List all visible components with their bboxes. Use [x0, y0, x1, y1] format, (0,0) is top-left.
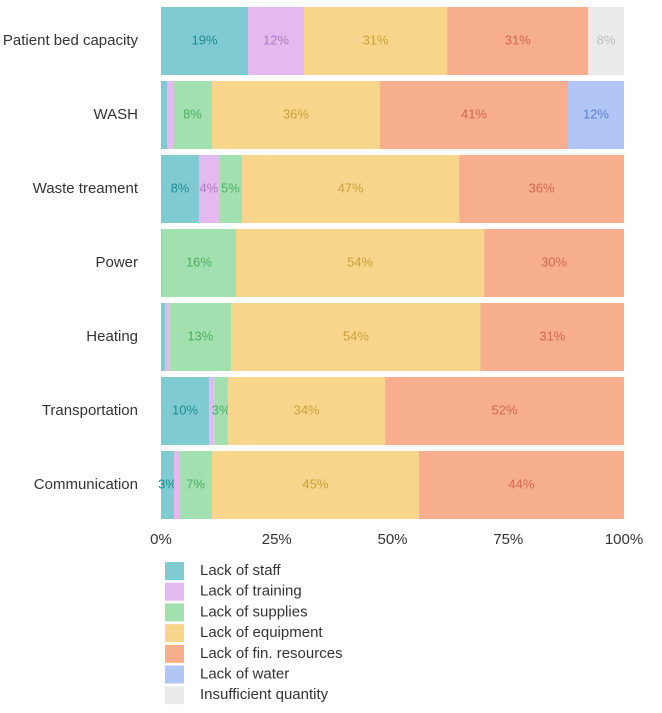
- legend-label: Lack of staff: [200, 562, 281, 579]
- value-label: 8%: [183, 106, 202, 121]
- value-label: 47%: [338, 180, 364, 195]
- bar-segment: [161, 229, 237, 297]
- value-label: 54%: [343, 328, 369, 343]
- bar-segment: [484, 229, 624, 297]
- value-label: 3%: [158, 476, 177, 491]
- bar-segment: [161, 451, 174, 519]
- bar-segment: [418, 451, 624, 519]
- bar-segment: [480, 303, 624, 371]
- value-label: 3%: [212, 402, 231, 417]
- category-label: Communication: [34, 476, 138, 493]
- value-label: 52%: [492, 402, 518, 417]
- category-label: Power: [95, 254, 138, 271]
- legend-label: Lack of supplies: [200, 603, 308, 620]
- value-label: 36%: [529, 180, 555, 195]
- legend-label: Insufficient quantity: [200, 686, 329, 703]
- value-label: 54%: [347, 254, 373, 269]
- value-label: 10%: [172, 402, 198, 417]
- bar-segment: [214, 377, 229, 445]
- bar-segment: [211, 451, 419, 519]
- bar-segment: [211, 81, 380, 149]
- category-label: Heating: [86, 328, 138, 345]
- value-label: 5%: [221, 180, 240, 195]
- value-label: 44%: [508, 476, 534, 491]
- legend-swatch: [165, 603, 184, 622]
- x-tick-label: 50%: [377, 531, 407, 548]
- bar-segment: [588, 7, 624, 75]
- bar-segment: [161, 7, 249, 75]
- bar-segment: [198, 155, 219, 223]
- bar-segment: [173, 81, 212, 149]
- legend-label: Lack of water: [200, 665, 289, 682]
- legend-swatch: [165, 582, 184, 601]
- bar-segment: [242, 155, 460, 223]
- bar-segment: [231, 303, 481, 371]
- bar-segment: [165, 303, 170, 371]
- value-label: 13%: [187, 328, 213, 343]
- category-label: Transportation: [42, 402, 138, 419]
- bar-segment: [459, 155, 624, 223]
- bar-segment: [161, 377, 210, 445]
- category-label: Waste treament: [33, 180, 139, 197]
- x-tick-label: 25%: [262, 531, 292, 548]
- bar-segment: [379, 81, 568, 149]
- bar-segment: [447, 7, 589, 75]
- value-label: 31%: [539, 328, 565, 343]
- bar-segment: [173, 451, 180, 519]
- value-label: 41%: [461, 106, 487, 121]
- value-label: 8%: [171, 180, 190, 195]
- value-label: 12%: [583, 106, 609, 121]
- legend-label: Lack of equipment: [200, 624, 323, 641]
- legend-swatch: [165, 665, 184, 684]
- value-label: 8%: [597, 32, 616, 47]
- bar-segment: [567, 81, 624, 149]
- bar-segment: [218, 155, 243, 223]
- legend-swatch: [165, 686, 184, 705]
- value-label: 34%: [294, 402, 320, 417]
- legend-label: Lack of training: [200, 583, 302, 600]
- legend-swatch: [165, 624, 184, 643]
- value-label: 19%: [192, 32, 218, 47]
- bar-segment: [161, 81, 168, 149]
- bar-segment: [161, 303, 166, 371]
- bar-segment: [209, 377, 215, 445]
- bar-segment: [169, 303, 232, 371]
- value-label: 30%: [541, 254, 567, 269]
- bar-segment: [385, 377, 624, 445]
- value-label: 7%: [186, 476, 205, 491]
- bar-segment: [228, 377, 386, 445]
- legend-swatch: [165, 562, 184, 580]
- legend-swatch: [165, 644, 184, 663]
- x-tick-label: 0%: [150, 531, 172, 548]
- x-tick-label: 100%: [605, 531, 643, 548]
- bar-segment: [304, 7, 448, 75]
- category-label: WASH: [94, 106, 138, 123]
- bar-segment: [161, 155, 199, 223]
- value-label: 31%: [363, 32, 389, 47]
- legend-label: Lack of fin. resources: [200, 645, 343, 662]
- value-label: 4%: [200, 180, 219, 195]
- bar-segment: [236, 229, 485, 297]
- bar-segment: [167, 81, 174, 149]
- value-label: 45%: [302, 476, 328, 491]
- value-label: 16%: [186, 254, 212, 269]
- value-label: 36%: [283, 106, 309, 121]
- category-label: Patient bed capacity: [3, 32, 139, 49]
- bar-segment: [161, 229, 162, 297]
- bar-segment: [179, 451, 212, 519]
- value-label: 31%: [505, 32, 531, 47]
- value-label: 12%: [263, 32, 289, 47]
- x-tick-label: 75%: [493, 531, 523, 548]
- bar-segment: [248, 7, 305, 75]
